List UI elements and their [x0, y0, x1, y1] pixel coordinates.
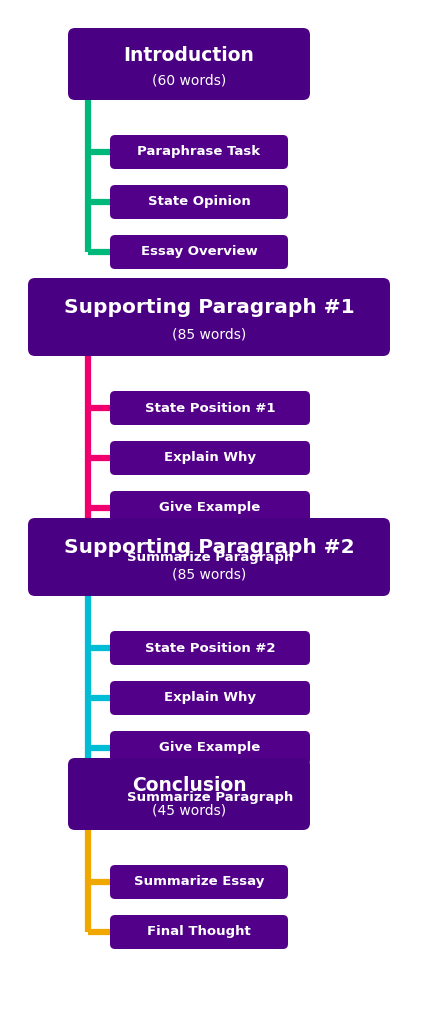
Text: Final Thought: Final Thought [147, 926, 251, 939]
Text: Give Example: Give Example [159, 502, 261, 514]
FancyBboxPatch shape [110, 865, 288, 899]
Text: State Position #1: State Position #1 [145, 401, 275, 415]
FancyBboxPatch shape [110, 681, 310, 715]
FancyBboxPatch shape [68, 28, 310, 100]
Text: Introduction: Introduction [124, 46, 255, 65]
Text: State Position #2: State Position #2 [145, 641, 275, 654]
Text: Explain Why: Explain Why [164, 452, 256, 465]
Text: (45 words): (45 words) [152, 804, 226, 817]
Text: (85 words): (85 words) [172, 567, 246, 582]
Text: Paraphrase Task: Paraphrase Task [137, 145, 261, 159]
FancyBboxPatch shape [110, 731, 310, 765]
Text: Conclusion: Conclusion [132, 776, 246, 795]
Text: (85 words): (85 words) [172, 327, 246, 341]
FancyBboxPatch shape [110, 490, 310, 525]
Text: Summarize Paragraph: Summarize Paragraph [127, 552, 293, 564]
FancyBboxPatch shape [28, 518, 390, 596]
FancyBboxPatch shape [28, 278, 390, 356]
Text: Give Example: Give Example [159, 741, 261, 755]
FancyBboxPatch shape [110, 185, 288, 219]
Text: State Opinion: State Opinion [147, 196, 250, 209]
FancyBboxPatch shape [110, 781, 310, 815]
Text: Supporting Paragraph #1: Supporting Paragraph #1 [64, 298, 354, 317]
FancyBboxPatch shape [110, 135, 288, 169]
Text: Supporting Paragraph #2: Supporting Paragraph #2 [64, 539, 354, 557]
FancyBboxPatch shape [110, 631, 310, 665]
FancyBboxPatch shape [110, 441, 310, 475]
Text: Explain Why: Explain Why [164, 691, 256, 705]
FancyBboxPatch shape [110, 541, 310, 575]
Text: Summarize Essay: Summarize Essay [134, 876, 264, 889]
FancyBboxPatch shape [110, 234, 288, 269]
FancyBboxPatch shape [110, 391, 310, 425]
FancyBboxPatch shape [110, 915, 288, 949]
Text: Summarize Paragraph: Summarize Paragraph [127, 792, 293, 805]
FancyBboxPatch shape [68, 758, 310, 830]
Text: Essay Overview: Essay Overview [141, 246, 258, 258]
Text: (60 words): (60 words) [152, 74, 226, 88]
